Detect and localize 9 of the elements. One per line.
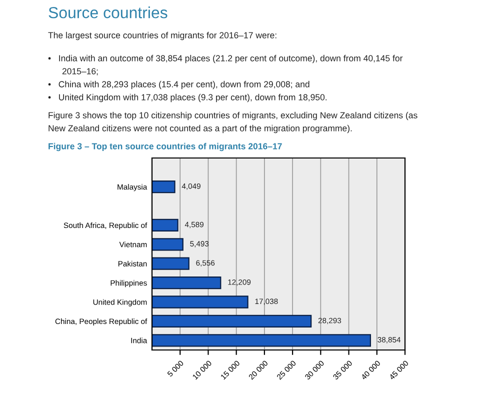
- text: The largest source countries of migrants for 2016–17 were:: [48, 32, 276, 40]
- caption: Figure 3 shows the top 10 citizenship countries of migrants, excluding New Zealand citizens (as: [48, 112, 418, 120]
- source-note: Source countries: [48, 6, 168, 18]
- text: 2015–16;: [62, 68, 98, 76]
- text: • United Kingdom with 17,038 places (9.3 per cent), down from 18,950.: [48, 94, 327, 102]
- chart-title: Figure 3 – Top ten source countries of migrants 2016–17: [48, 142, 282, 152]
- text: • India with an outcome of 38,854 places (21.2 per cent of outcome), down from 40,145 for: [48, 54, 403, 64]
- text: • China with 28,293 places (15.4 per cent), down from 29,008; and: [48, 80, 310, 90]
- text: New Zealand citizens were not counted as a part of the migration programme).: [48, 124, 352, 134]
